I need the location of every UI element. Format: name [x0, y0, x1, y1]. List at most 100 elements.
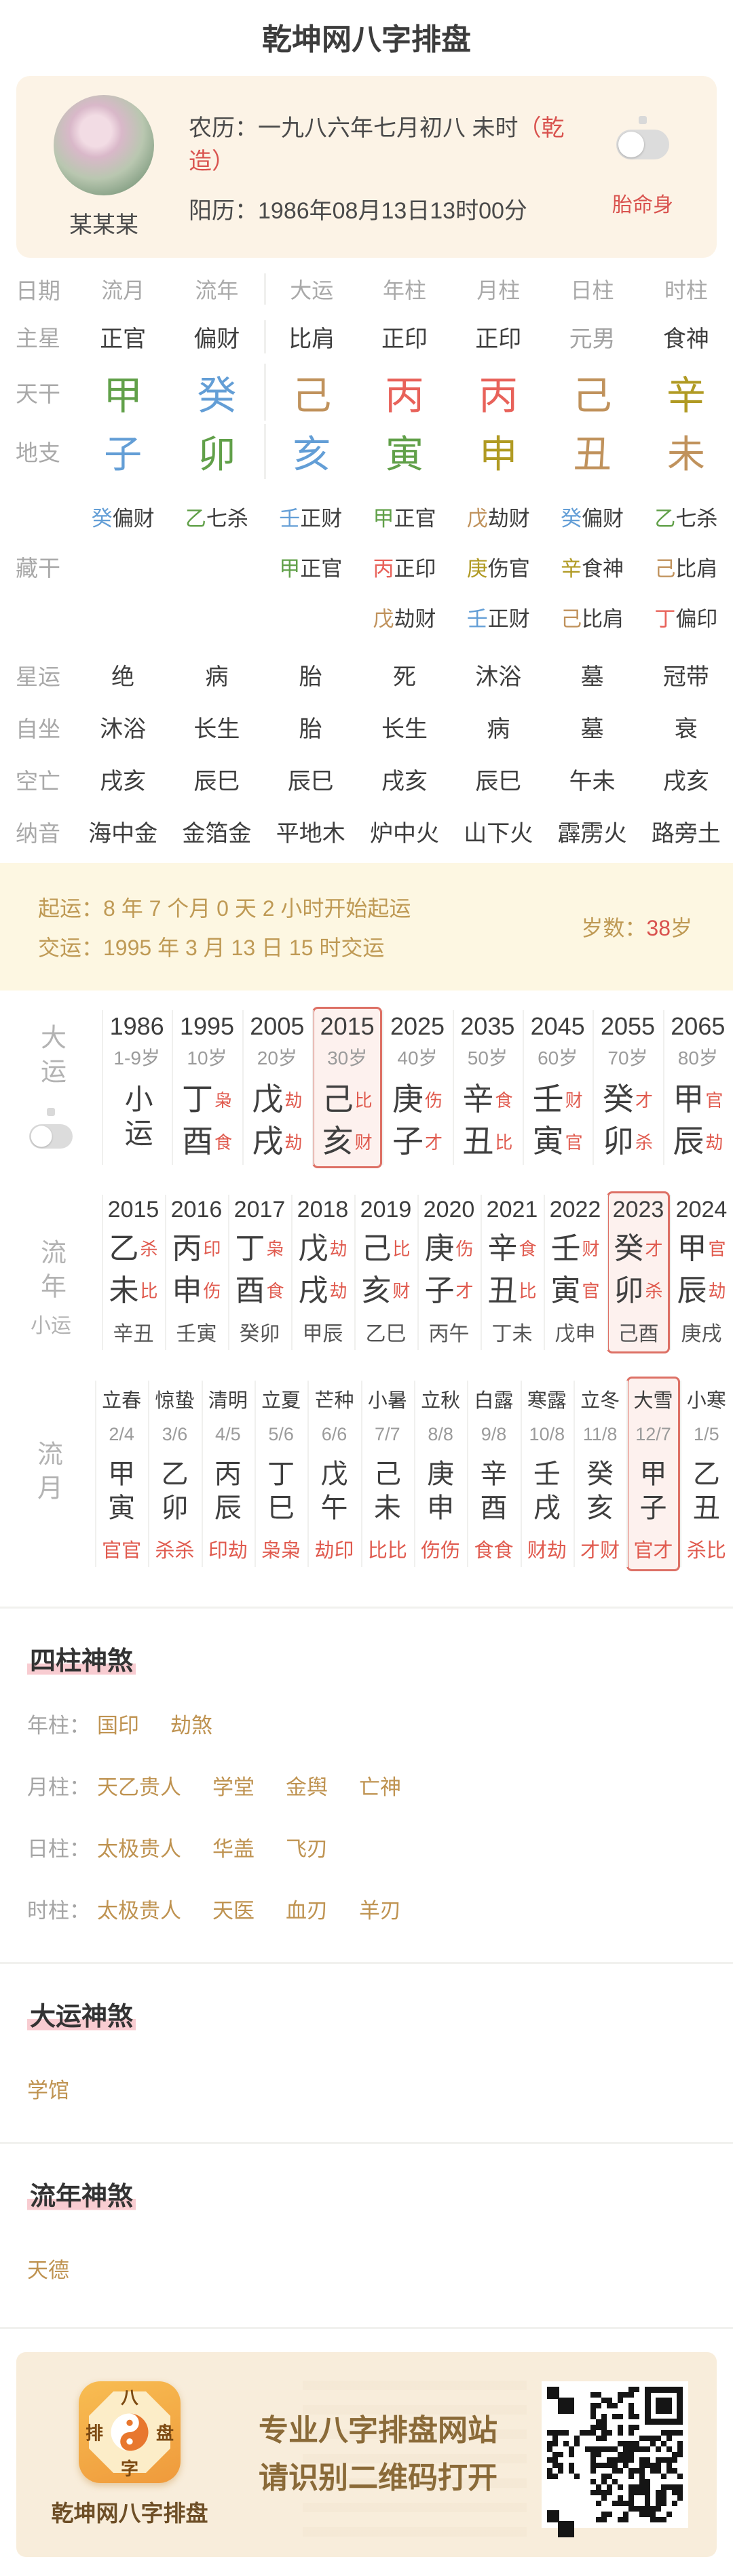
shensha-row: 年柱： 国印 劫煞 — [27, 1708, 706, 1739]
liuyue-column[interactable]: 立秋 8/8 庚申 伤伤 — [414, 1377, 467, 1571]
shensha-item: 太极贵人 — [97, 1899, 181, 1923]
dayun-label: 大运 — [36, 1024, 65, 1092]
liuyue-column[interactable]: 惊蛰 3/6 乙卯 杀杀 — [148, 1377, 201, 1571]
main-star-cell: 元男 — [569, 326, 616, 352]
month-stars: 财劫 — [527, 1540, 567, 1562]
dayun-column[interactable]: 2055 70岁 癸才 卯杀 — [593, 1007, 662, 1168]
liunian-column[interactable]: 2022 壬财 寅官 戊申 — [544, 1191, 607, 1353]
attribute-cell: 平地木 — [276, 821, 345, 847]
toggle-knob — [618, 132, 644, 157]
solar-term: 芒种 — [314, 1390, 354, 1412]
shensha-item: 血刃 — [286, 1899, 328, 1923]
hidden-stem-item: 庚伤官 — [466, 556, 530, 581]
branch-cell: 卯 — [198, 432, 236, 476]
promo-banner[interactable]: 八 排 盘 字 乾坤网八字排盘 专业八字排盘网站 请识别二维码打开 — [16, 2352, 717, 2557]
main-star-cell: 比肩 — [263, 320, 358, 353]
attribute-cell: 金箔金 — [182, 821, 252, 847]
dayun-column[interactable]: 2005 20岁 戊劫 戌劫 — [242, 1007, 312, 1168]
dayun-column[interactable]: 2025 40岁 庚伤 子才 — [382, 1007, 452, 1168]
term-date: 1/5 — [694, 1424, 719, 1444]
dayun-column[interactable]: 2045 60岁 壬财 寅官 — [523, 1007, 593, 1168]
liuyue-column[interactable]: 立春 2/4 甲寅 官官 — [95, 1377, 148, 1571]
liuyue-column[interactable]: 大雪 12/7 甲子 官才 — [626, 1377, 680, 1571]
solar-term: 惊蛰 — [155, 1390, 195, 1412]
app-logo-icon: 八 排 盘 字 — [79, 2381, 181, 2483]
hidden-stem-column: 甲正官丙正印戊劫财 — [358, 491, 451, 642]
hidden-stem-column: 癸偏财 — [76, 491, 170, 541]
earthly-branch-row: 地支 子卯亥寅申丑未 — [0, 422, 733, 480]
hidden-stems-row: 藏干 癸偏财 乙七杀 壬正财甲正官 甲正官丙正印戊劫财 — [0, 480, 733, 649]
month-stars: 劫印 — [314, 1540, 354, 1562]
section-divider — [0, 2327, 733, 2329]
xiaoyun-value: 壬寅 — [176, 1323, 217, 1345]
dayun-shensha-title: 大运神煞 — [27, 1995, 136, 2033]
corner-label: 日期 — [16, 278, 60, 303]
liuyue-column[interactable]: 芒种 6/6 戊午 劫印 — [307, 1377, 360, 1571]
branch-cell: 丑 — [573, 432, 612, 476]
attribute-cell: 墓 — [580, 716, 604, 742]
xiaoyun-value: 乙巳 — [365, 1323, 407, 1345]
age-display: 岁数：38岁 — [581, 916, 692, 940]
liuyue-column[interactable]: 立冬 11/8 癸亥 才财 — [574, 1377, 626, 1571]
qr-finder-icon — [547, 2387, 574, 2414]
branch-cell: 寅 — [385, 432, 424, 476]
taimingshen-toggle[interactable] — [616, 130, 669, 159]
solar-term: 立冬 — [580, 1390, 620, 1412]
liuyue-section: 流月 立春 2/4 甲寅 官官 惊蛰 3/6 乙卯 杀杀 清明 4/5 丙辰 印… — [0, 1360, 733, 1578]
xiaoyun-label: 小运 — [31, 1315, 71, 1337]
liunian-column[interactable]: 2015 乙杀 未比 辛丑 — [102, 1191, 165, 1353]
stem-cell: 己 — [572, 374, 612, 418]
liunian-column[interactable]: 2020 庚伤 子才 丙午 — [417, 1191, 481, 1353]
hidden-stem-column: 乙七杀己比肩丁偏印 — [639, 491, 733, 642]
liunian-column[interactable]: 2019 己比 亥财 乙巳 — [354, 1191, 417, 1353]
dayun-column[interactable]: 2015 30岁 己比 亥财 — [312, 1007, 383, 1168]
term-date: 12/7 — [635, 1424, 671, 1444]
liuyue-column[interactable]: 寒露 10/8 壬戌 财劫 — [520, 1377, 574, 1571]
attribute-cell: 长生 — [381, 716, 428, 742]
attribute-cell: 衰 — [674, 716, 698, 742]
branch-cell: 亥 — [263, 423, 358, 479]
liunian-column[interactable]: 2023 癸才 卯杀 己酉 — [607, 1191, 670, 1353]
attribute-cell: 午未 — [569, 769, 616, 794]
liuyue-column[interactable]: 清明 4/5 丙辰 印劫 — [201, 1377, 255, 1571]
hidden-stem-item: 壬正财 — [279, 506, 343, 531]
liunian-shensha-section: 流年神煞 天德 — [0, 2144, 733, 2293]
shensha-item: 太极贵人 — [97, 1837, 181, 1861]
attribute-cell: 绝 — [111, 664, 135, 690]
hidden-stem-item: 乙七杀 — [185, 506, 248, 531]
main-star-row: 主星 正官 偏财 比肩 正印 正印 元男 食神 — [0, 311, 733, 362]
solar-term: 立秋 — [421, 1390, 461, 1412]
app-name: 乾坤网八字排盘 — [51, 2501, 208, 2526]
user-name: 某某某 — [69, 212, 138, 238]
attribute-cell: 戌亥 — [381, 769, 428, 794]
liunian-column[interactable]: 2021 辛食 丑比 丁未 — [481, 1191, 544, 1353]
month-stars: 官才 — [633, 1540, 673, 1562]
dayun-column[interactable]: 1986 1-9岁 小运 — [102, 1007, 172, 1168]
dayun-column[interactable]: 2035 50岁 辛食 丑比 — [452, 1007, 523, 1168]
shensha-row: 月柱： 天乙贵人 学堂 金舆 亡神 — [27, 1770, 706, 1801]
avatar[interactable] — [54, 94, 154, 195]
term-date: 7/7 — [375, 1424, 400, 1444]
liuyue-column[interactable]: 小暑 7/7 己未 比比 — [360, 1377, 414, 1571]
month-stars: 官官 — [102, 1540, 142, 1562]
attribute-cell: 冠带 — [662, 664, 709, 690]
liuyue-label: 流月 — [33, 1440, 62, 1508]
promo-text: 专业八字排盘网站 请识别二维码打开 — [259, 2413, 497, 2495]
liunian-column[interactable]: 2018 戊劫 戌劫 甲辰 — [291, 1191, 354, 1353]
dayun-toggle[interactable] — [29, 1123, 73, 1149]
dayun-column[interactable]: 1995 10岁 丁枭 酉食 — [172, 1007, 242, 1168]
solar-term: 立春 — [102, 1390, 142, 1412]
dayun-column[interactable]: 2065 80岁 甲官 辰劫 — [662, 1007, 733, 1168]
qr-code — [542, 2381, 688, 2537]
liunian-column[interactable]: 2024 甲官 辰劫 庚戌 — [670, 1191, 733, 1353]
liunian-column[interactable]: 2016 丙印 申伤 壬寅 — [165, 1191, 228, 1353]
liuyue-column[interactable]: 白露 9/8 辛酉 食食 — [467, 1377, 520, 1571]
liunian-shensha-title: 流年神煞 — [27, 2175, 136, 2212]
liuyue-column[interactable]: 立夏 5/6 丁巳 枭枭 — [255, 1377, 307, 1571]
solar-term: 白露 — [474, 1390, 514, 1412]
attribute-cell: 病 — [205, 664, 229, 690]
month-stars: 杀比 — [686, 1540, 726, 1562]
liunian-column[interactable]: 2017 丁枭 酉食 癸卯 — [228, 1191, 291, 1353]
attribute-cell: 霹雳火 — [557, 821, 627, 847]
liuyue-column[interactable]: 小寒 1/5 乙丑 杀比 — [679, 1377, 733, 1571]
